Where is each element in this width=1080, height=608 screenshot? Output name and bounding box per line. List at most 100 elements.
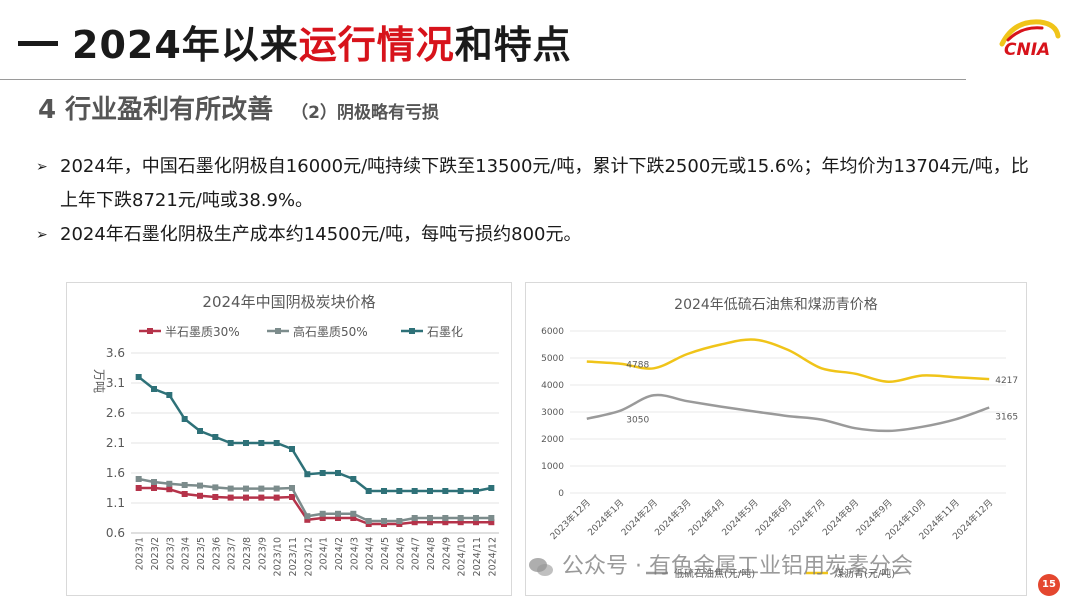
y-tick-label: 5000 [541,354,564,364]
data-point [151,479,157,485]
y-axis-label: 万吨 [92,369,106,393]
y-tick-label: 1.1 [106,496,125,510]
y-tick-label: 3.1 [106,376,125,390]
cathode-price-chart-panel: 2024年中国阴极炭块价格 半石墨质30% 高石墨质50% 石墨化 万吨 0.6 1.1 1.… [66,282,512,596]
data-point [319,510,326,517]
data-point [488,519,495,526]
data-point [258,440,265,446]
logo-text: CNIA [1004,40,1051,60]
legend-marker [409,328,415,334]
chart-title: 2024年低硫石油焦和煤沥青价格 [674,297,878,313]
y-tick-label: 6000 [541,327,564,337]
watermark-text: 公众号 · 有色金属工业铝用炭素分会 [562,554,913,579]
slide-title: 2024年以来运行情况和特点 [18,14,572,69]
bullet-text: 2024年，中国石墨化阴极自16000元/吨持续下跌至13500元/吨，累计下跌… [60,156,1029,211]
chart-title: 2024年中国阴极炭块价格 [202,293,375,311]
data-point [473,515,479,521]
data-point [442,488,449,494]
data-point [135,476,142,482]
data-point [273,494,280,501]
x-tick-label: 2023/3 [165,537,176,570]
x-tick-label: 2024/5 [380,537,391,570]
x-tick-label: 2023/12 [303,537,314,576]
title-divider [0,79,966,80]
data-point [151,386,157,392]
x-tick-label: 2023/7 [227,537,238,570]
series-line [586,393,990,433]
subtitle-sub: （2）阴极略有亏损 [291,103,439,123]
bullet-list: ➢ 2024年，中国石墨化阴极自16000元/吨持续下跌至13500元/吨，累计… [36,150,1046,252]
data-label: 4788 [626,361,649,371]
x-tick-label: 2024/2 [334,537,345,570]
y-tick-label: 1000 [541,462,564,472]
x-tick-label: 2024/11 [472,537,483,576]
data-point [304,471,311,478]
data-point [457,519,464,526]
coke-pitch-price-chart-panel: 2024年低硫石油焦和煤沥青价格 0 1000 2000 3000 4000 5000 600… [525,282,1027,596]
x-tick-label: 2024/1 [319,537,330,570]
data-point [212,484,219,491]
y-tick-label: 0.6 [106,526,125,540]
logo-swoosh-icon [999,19,1061,47]
title-suffix: 和特点 [454,23,572,67]
x-tick-label: 2024/8 [426,537,437,570]
data-point [273,485,280,492]
data-label: 3050 [626,416,649,426]
data-point [304,513,311,520]
data-point [166,392,173,398]
title-highlight: 运行情况 [298,23,455,67]
data-point [181,416,188,422]
data-point [365,488,372,494]
bullet-item: ➢ 2024年，中国石墨化阴极自16000元/吨持续下跌至13500元/吨，累计… [36,150,1046,218]
data-point [135,374,142,380]
data-point [473,519,479,526]
data-point [258,485,265,492]
wechat-icon [529,558,553,576]
data-point [396,518,403,524]
x-tick-label: 2024/12 [487,537,498,576]
data-point [243,440,249,446]
x-tick-label: 2024/4 [365,537,376,570]
data-point [273,440,280,446]
data-point [289,494,295,500]
x-tick-label: 2023/10 [273,537,284,576]
legend-label: 煤沥青(元/吨) [834,567,895,580]
data-point [396,488,403,494]
data-point [427,488,433,494]
data-point [212,494,219,500]
data-point [457,515,464,521]
y-tick-label: 3.6 [106,346,125,360]
bullet-text: 2024年石墨化阴极生产成本约14500元/吨，每吨亏损约800元。 [60,224,582,245]
wechat-watermark: 公众号 · 有色金属工业铝用炭素分会 [528,548,913,580]
data-point [181,482,188,488]
data-point [166,486,173,493]
y-tick-label: 0 [558,489,564,499]
data-point [289,446,295,452]
x-tick-label: 2024/10 [457,537,468,576]
section-subtitle: 4 行业盈利有所改善 （2）阴极略有亏损 [38,89,439,126]
legend-label: 石墨化 [427,325,463,339]
data-label: 4217 [995,376,1018,386]
legend-marker [147,328,153,334]
bullet-arrow-icon: ➢ [36,227,48,243]
coke-pitch-price-chart: 2024年低硫石油焦和煤沥青价格 0 1000 2000 3000 4000 5000 600… [541,297,1018,580]
x-tick-label: 2023/1 [135,537,146,570]
legend-label: 低硫石油焦(元/吨) [674,567,755,580]
data-point [442,515,449,521]
data-point [197,492,203,499]
bullet-item: ➢ 2024年石墨化阴极生产成本约14500元/吨，每吨亏损约800元。 [36,218,1046,252]
legend-marker [275,328,281,334]
x-tick-label: 2024/6 [395,537,406,570]
data-point [488,515,495,521]
x-tick-label: 2024/9 [441,537,452,570]
x-tick-label: 2023/11 [288,537,299,576]
data-point [427,519,433,526]
y-tick-label: 2.1 [106,436,125,450]
data-point [212,434,219,440]
data-point [350,476,357,482]
data-point [335,515,341,521]
x-tick-label: 2023/5 [196,537,207,570]
data-point [227,485,234,492]
data-point [442,519,449,526]
data-point [227,494,234,501]
